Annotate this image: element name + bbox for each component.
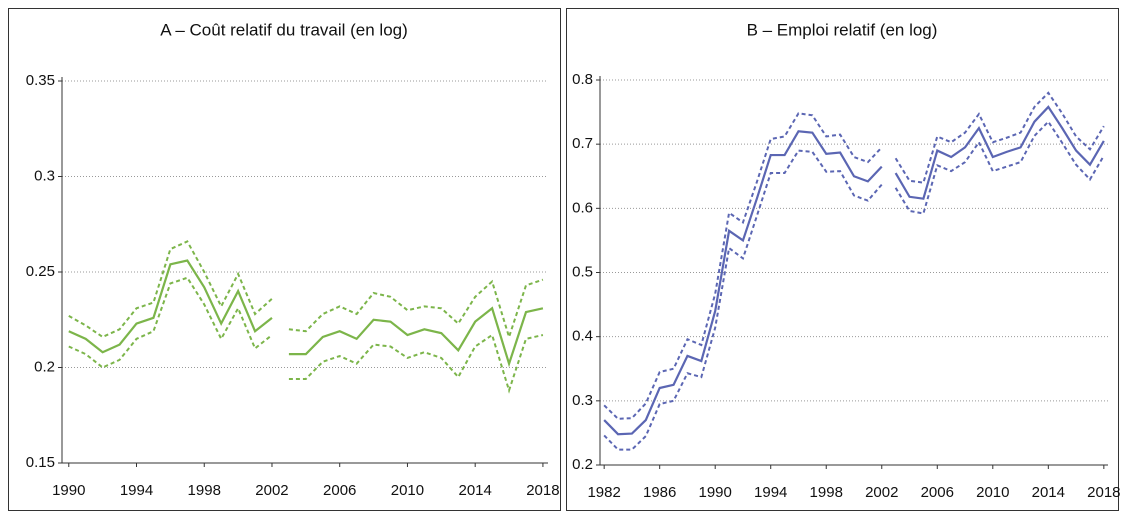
- x-tick-label: 2002: [865, 484, 898, 501]
- x-tick-label: 2010: [391, 482, 424, 499]
- x-tick-label: 2018: [526, 482, 559, 499]
- y-tick-label: 0.5: [572, 263, 593, 280]
- panel-frame: [8, 8, 561, 511]
- line: [288, 306, 544, 368]
- line: [68, 259, 273, 354]
- x-tick-label: 2006: [323, 482, 356, 499]
- line: [603, 149, 883, 451]
- x-tick-label: 1994: [120, 482, 153, 499]
- chart-title: A – Coût relatif du travail (en log): [160, 20, 408, 39]
- line: [894, 120, 1105, 215]
- x-tick-label: 2014: [458, 482, 491, 499]
- x-tick-label: 1994: [754, 484, 787, 501]
- y-tick-label: 0.6: [572, 199, 593, 216]
- line: [288, 333, 544, 394]
- y-tick-label: 0.15: [26, 454, 55, 471]
- y-tick-label: 0.2: [34, 358, 55, 375]
- x-tick-label: 1982: [587, 484, 620, 501]
- y-tick-label: 0.2: [572, 456, 593, 473]
- line: [894, 105, 1105, 200]
- line: [603, 112, 883, 420]
- x-tick-label: 1998: [188, 482, 221, 499]
- x-tick-label: 2002: [255, 482, 288, 499]
- panel-frame: [566, 8, 1119, 511]
- line: [894, 91, 1105, 184]
- line: [288, 278, 544, 341]
- y-tick-label: 0.4: [572, 328, 593, 345]
- x-tick-label: 1998: [810, 484, 843, 501]
- y-tick-label: 0.3: [34, 167, 55, 184]
- line: [603, 130, 883, 436]
- y-tick-label: 0.35: [26, 72, 55, 89]
- x-tick-label: 2018: [1087, 484, 1120, 501]
- x-tick-label: 2006: [921, 484, 954, 501]
- y-tick-label: 0.7: [572, 135, 593, 152]
- x-tick-label: 2010: [976, 484, 1009, 501]
- x-tick-label: 1990: [52, 482, 85, 499]
- x-tick-label: 1986: [643, 484, 676, 501]
- y-tick-label: 0.8: [572, 71, 593, 88]
- line: [68, 240, 273, 339]
- line: [68, 276, 273, 369]
- x-tick-label: 1990: [699, 484, 732, 501]
- y-tick-label: 0.25: [26, 263, 55, 280]
- x-tick-label: 2014: [1032, 484, 1065, 501]
- y-tick-label: 0.3: [572, 392, 593, 409]
- chart-title: B – Emploi relatif (en log): [747, 20, 938, 39]
